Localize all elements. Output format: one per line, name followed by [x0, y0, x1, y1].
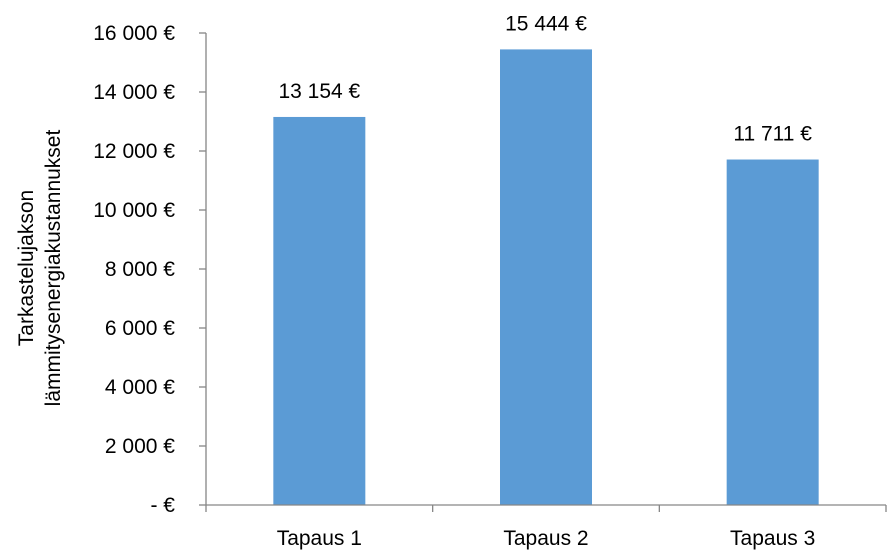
data-label: 11 711 € [733, 123, 812, 146]
y-tick-label: 8 000 € [105, 258, 175, 281]
y-axis-title-line-1: Tarkastelujakson [15, 190, 38, 346]
y-tick-label: 2 000 € [105, 435, 175, 458]
data-label: 13 154 € [278, 80, 360, 103]
y-axis-title: Tarkastelujakson lämmitysenergiakustannu… [15, 130, 65, 407]
y-axis-tick-labels: - € 2 000 € 4 000 € 6 000 € 8 000 € 10 000 € 1… [93, 22, 175, 517]
bar [273, 116, 366, 505]
bar [726, 159, 819, 505]
y-tick-label: 6 000 € [105, 317, 175, 340]
bar-series [273, 49, 819, 505]
x-category-label: Tapaus 1 [277, 527, 362, 550]
y-tick-label: 16 000 € [93, 22, 175, 45]
x-axis-category-labels: Tapaus 1 Tapaus 2 Tapaus 3 [277, 527, 816, 550]
y-tick-label: 4 000 € [105, 376, 175, 399]
x-category-label: Tapaus 3 [730, 527, 815, 550]
y-tick-label: 10 000 € [93, 199, 175, 222]
y-axis-title-line-2: lämmitysenergiakustannukset [42, 130, 65, 407]
data-labels: 13 154 € 15 444 € 11 711 € [278, 12, 812, 145]
axes [199, 32, 886, 506]
y-tick-label: 12 000 € [93, 140, 175, 163]
x-axis-ticks [205, 505, 887, 512]
y-tick-label: 14 000 € [93, 81, 175, 104]
bar [500, 49, 592, 505]
y-tick-label: - € [150, 494, 175, 517]
data-label: 15 444 € [505, 12, 587, 35]
x-category-label: Tapaus 2 [503, 527, 588, 550]
